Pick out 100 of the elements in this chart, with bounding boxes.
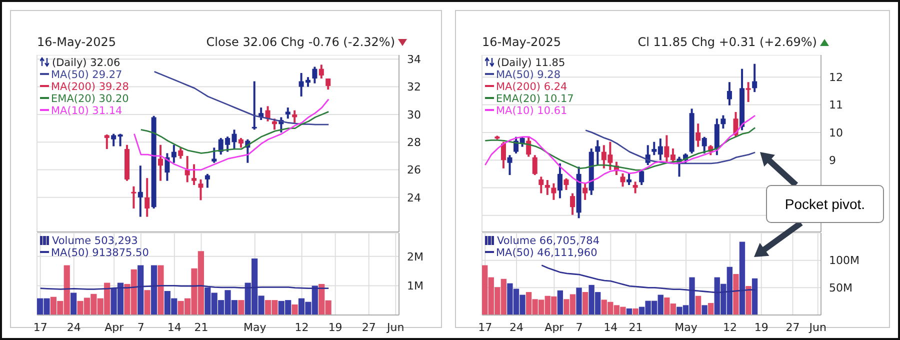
bar <box>158 265 164 315</box>
x-tick-label: 24 <box>66 320 81 334</box>
candlestick <box>111 132 116 148</box>
legend-label: EMA(20) 30.20 <box>50 93 129 105</box>
legend-title: (Daily) 11.85 <box>496 57 566 69</box>
legend-label: MA(10) 31.14 <box>50 105 124 117</box>
bar <box>752 278 758 315</box>
bar <box>695 296 702 315</box>
candlestick <box>746 81 751 104</box>
x-tick-label: Apr <box>104 320 124 334</box>
candlestick <box>285 106 290 120</box>
candlestick <box>564 177 569 191</box>
y-tick-label: 32 <box>407 80 421 94</box>
legend-label: MA(50) 29.27 <box>50 69 124 81</box>
candlestick <box>232 128 237 150</box>
candlestick <box>312 66 318 84</box>
candlestick <box>192 163 197 186</box>
candlestick <box>252 80 257 131</box>
line-series <box>154 70 330 126</box>
bar <box>739 242 746 315</box>
candlestick <box>158 144 164 182</box>
legend-label: EMA(20) 10.17 <box>495 93 574 105</box>
bar <box>576 288 582 315</box>
candlestick <box>118 132 123 148</box>
x-tick-label: 21 <box>194 320 208 334</box>
y-tick-label: 34 <box>407 53 421 66</box>
x-tick-label: May <box>674 320 698 334</box>
bar <box>733 274 739 315</box>
x-tick-label: 7 <box>137 320 144 334</box>
legend-label: Volume 503,293 <box>51 235 139 247</box>
x-tick-label: 27 <box>786 320 800 334</box>
legend-label: MA(50) 46,111,960 <box>495 247 598 259</box>
x-tick-label: 19 <box>328 320 342 334</box>
candlestick <box>272 118 277 131</box>
candlestick <box>198 178 204 202</box>
annotation: Pocket pivot. <box>766 185 884 223</box>
bar <box>292 304 298 315</box>
y-tick-label: 1M <box>407 280 424 293</box>
bar <box>144 290 150 315</box>
x-tick-label: 7 <box>576 320 583 334</box>
legend-label: MA(50) 913875.50 <box>50 247 149 259</box>
x-tick-label: Apr <box>544 320 564 334</box>
legend-title: (Daily) 32.06 <box>51 57 122 69</box>
x-tick-label: Jun <box>386 320 404 334</box>
candlestick <box>184 154 190 184</box>
candlestick <box>570 192 576 216</box>
legend-label: MA(50) 9.28 <box>495 69 562 81</box>
chart-subtitle: Cl 11.85 Chg +0.31 (+2.69%) <box>638 35 818 49</box>
candlestick <box>500 140 506 170</box>
candlestick <box>171 144 176 164</box>
candlestick <box>557 162 562 200</box>
bar <box>70 292 77 315</box>
candlestick <box>538 176 544 194</box>
candlestick <box>582 182 588 201</box>
y-tick-label: 50M <box>829 282 852 295</box>
chart-subtitle: Close 32.06 Chg -0.76 (-2.32%) <box>206 35 396 49</box>
candlestick <box>632 180 638 194</box>
candlestick <box>551 182 556 201</box>
x-tick-label: May <box>243 320 267 334</box>
x-tick-label: 12 <box>722 320 737 334</box>
candlestick <box>212 146 217 164</box>
bar <box>702 305 708 315</box>
candlestick <box>544 179 550 196</box>
candlestick <box>532 154 538 176</box>
legend-label: Volume 66,705,784 <box>496 235 600 247</box>
candlestick <box>702 136 707 154</box>
y-tick-label: 9 <box>829 154 836 167</box>
candlestick <box>696 122 701 148</box>
x-tick-label: 17 <box>33 320 48 334</box>
y-tick-label: 30 <box>407 108 421 122</box>
candlestick <box>204 172 210 189</box>
candlestick <box>178 146 184 160</box>
chart-title: 16-May-2025 <box>37 35 116 49</box>
candlestick <box>238 136 244 149</box>
candlestick <box>144 177 150 218</box>
candlestick <box>138 164 143 218</box>
line-series <box>484 114 756 184</box>
legend-label: MA(200) 6.24 <box>495 81 568 93</box>
y-tick-label: 11 <box>829 98 843 112</box>
bar <box>557 290 564 315</box>
x-tick-label: 14 <box>604 320 618 334</box>
y-tick-label: 24 <box>407 191 421 204</box>
legend-label: MA(10) 10.61 <box>495 105 568 117</box>
bar <box>238 300 244 315</box>
candlestick <box>639 169 644 186</box>
y-tick-label: 100M <box>829 254 860 268</box>
candlestick <box>726 81 732 106</box>
candlestick <box>620 172 626 188</box>
line-series <box>584 130 756 164</box>
legend-label: MA(200) 39.28 <box>50 81 129 93</box>
x-tick-label: 17 <box>478 320 492 334</box>
x-tick-label: 27 <box>362 320 376 334</box>
candlestick <box>292 109 298 124</box>
candlestick <box>626 172 632 186</box>
chart-title: 16-May-2025 <box>482 35 562 49</box>
x-tick-label: 12 <box>294 320 309 334</box>
candlestick <box>326 78 331 91</box>
y-tick-label: 26 <box>407 164 421 177</box>
y-tick-label: 12 <box>829 71 843 84</box>
bar <box>138 265 144 315</box>
